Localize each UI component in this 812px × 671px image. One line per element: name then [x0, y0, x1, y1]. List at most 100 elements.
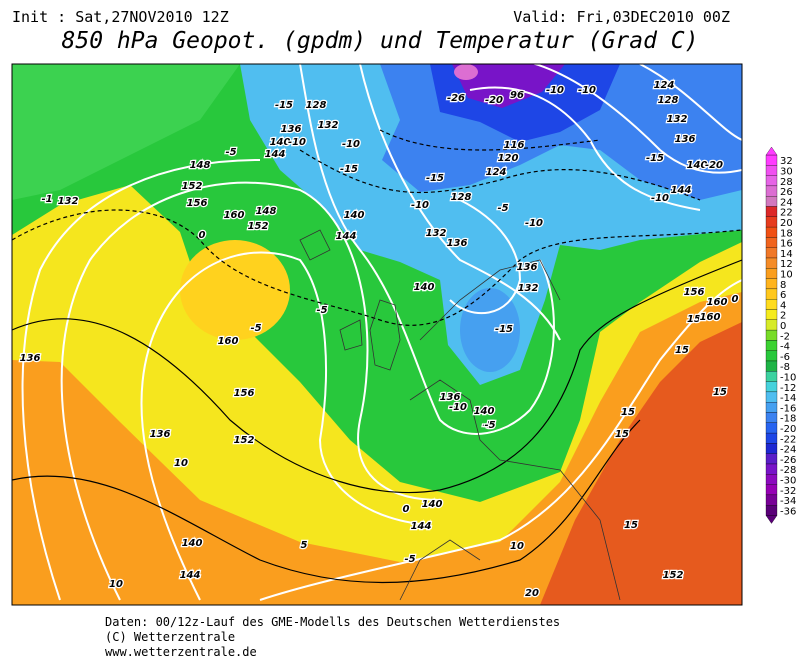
contour-label: 152	[234, 435, 255, 446]
contour-label: -20	[485, 95, 503, 106]
colorbar-label: -34	[780, 496, 796, 507]
colorbar-label: -26	[780, 455, 796, 466]
init-time: Init : Sat,27NOV2010 12Z	[12, 8, 229, 26]
contour-label: 15	[624, 520, 638, 531]
colorbar-swatch	[765, 299, 778, 310]
contour-label: -15	[646, 153, 664, 164]
contour-label: 132	[318, 120, 339, 131]
colorbar-swatch	[765, 196, 778, 207]
footer-source: Daten: 00/12z-Lauf des GME-Modells des D…	[105, 615, 560, 629]
contour-label: 96	[510, 90, 524, 101]
contour-label: -5	[482, 420, 493, 431]
colorbar-swatch	[765, 402, 778, 413]
colorbar-swatch	[765, 463, 778, 475]
contour-label: 156	[684, 287, 705, 298]
colorbar-swatch	[765, 288, 778, 300]
contour-label: 140	[182, 538, 203, 549]
map-title: 850 hPa Geopot. (gpdm) und Temperatur (G…	[62, 28, 699, 54]
colorbar-swatch	[765, 381, 778, 393]
contour-label: 136	[20, 353, 41, 364]
colorbar-label: -12	[780, 383, 796, 394]
colorbar-label: -36	[780, 506, 796, 517]
colorbar-swatch	[765, 391, 778, 403]
contour-label: -5	[225, 147, 236, 158]
colorbar-arrow-top	[765, 146, 778, 156]
contour-label: 132	[58, 196, 79, 207]
contour-label: 136	[447, 238, 468, 249]
field-magenta	[454, 64, 478, 80]
colorbar-label: 0	[780, 321, 786, 332]
colorbar-label: 12	[780, 259, 793, 270]
contour-label: 144	[671, 185, 692, 196]
contour-label: -10	[411, 200, 429, 211]
field-lightgreen	[12, 64, 240, 200]
contour-label: -10	[546, 85, 564, 96]
colorbar-swatch	[765, 422, 778, 434]
contour-label: -20	[705, 160, 723, 171]
colorbar-swatch	[765, 206, 778, 217]
colorbar-label: 10	[780, 269, 793, 280]
contour-label: 140	[344, 210, 365, 221]
contour-label: 0	[732, 294, 739, 305]
contour-label: 132	[426, 228, 447, 239]
contour-label: -10	[578, 85, 596, 96]
colorbar-label: 8	[780, 280, 786, 291]
contour-label: -15	[426, 173, 444, 184]
colorbar-swatch	[765, 185, 778, 197]
colorbar-label: 2	[780, 311, 786, 322]
map	[12, 64, 742, 605]
colorbar-swatch	[765, 371, 778, 382]
contour-label: 5	[301, 540, 308, 551]
colorbar-label: 30	[780, 166, 793, 177]
contour-label: 156	[234, 388, 255, 399]
colorbar-label: -22	[780, 434, 796, 445]
colorbar-label: -32	[780, 486, 796, 497]
colorbar-label: 32	[780, 156, 793, 167]
colorbar-label: 28	[780, 177, 793, 188]
contour-label: 128	[451, 192, 472, 203]
footer-copyright: (C) Wetterzentrale	[105, 630, 235, 644]
colorbar-label: -4	[780, 342, 790, 353]
contour-label: -10	[651, 193, 669, 204]
contour-label: 0	[403, 504, 410, 515]
contour-label: 152	[248, 221, 269, 232]
contour-label: 0	[199, 230, 206, 241]
colorbar-label: 22	[780, 208, 793, 219]
field-yellow-blob	[180, 240, 290, 340]
colorbar-swatch	[765, 154, 778, 166]
colorbar-swatch	[765, 329, 778, 341]
contour-label: 15	[713, 387, 727, 398]
contour-label: 120	[498, 153, 519, 164]
contour-label: 152	[182, 181, 203, 192]
colorbar-label: 14	[780, 249, 793, 260]
contour-label: 144	[411, 521, 432, 532]
colorbar-label: -14	[780, 393, 796, 404]
contour-label: 136	[517, 262, 538, 273]
colorbar-label: 20	[780, 218, 793, 229]
contour-label: 160	[707, 297, 728, 308]
colorbar-label: -16	[780, 403, 796, 414]
colorbar-label: -10	[780, 372, 796, 383]
colorbar-label: 16	[780, 239, 793, 250]
contour-label: 148	[256, 206, 277, 217]
colorbar-label: -30	[780, 475, 796, 486]
colorbar-swatch	[765, 412, 778, 423]
contour-label: -5	[316, 305, 327, 316]
contour-label: -15	[495, 324, 513, 335]
contour-label: 116	[504, 140, 525, 151]
contour-label: 144	[180, 570, 201, 581]
contour-label: -10	[288, 137, 306, 148]
footer-url: www.wetterzentrale.de	[105, 645, 257, 659]
field-orange	[12, 292, 742, 605]
colorbar-label: 18	[780, 228, 793, 239]
contour-label: -10	[449, 402, 467, 413]
colorbar-label: 26	[780, 187, 793, 198]
contour-label: 144	[265, 149, 286, 160]
colorbar-label: -2	[780, 331, 790, 342]
contour-label: -5	[404, 554, 415, 565]
colorbar-label: -20	[780, 424, 796, 435]
contour-label: -10	[342, 139, 360, 150]
contour-label: -5	[250, 323, 261, 334]
contour-label: 15	[687, 314, 701, 325]
colorbar-swatch	[765, 237, 778, 248]
